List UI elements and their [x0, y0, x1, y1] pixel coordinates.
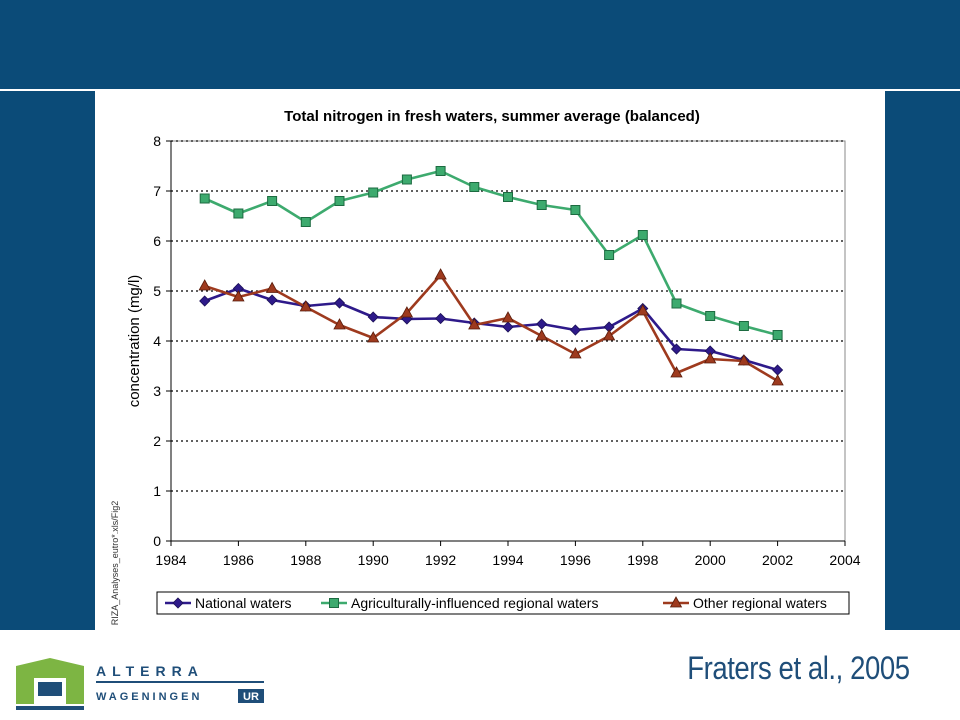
data-point	[333, 297, 346, 309]
data-point	[704, 352, 717, 364]
data-point	[199, 193, 210, 204]
x-tick-label: 1996	[560, 552, 591, 568]
data-point	[535, 329, 548, 341]
series-line-3	[204, 273, 779, 383]
source-note: RIZA_Analyses_eutro*.xls/Fig2	[110, 501, 120, 626]
y-tick-label: 7	[153, 183, 161, 199]
data-point	[233, 208, 244, 219]
data-point	[602, 329, 616, 341]
data-point	[468, 318, 481, 330]
data-point	[333, 318, 346, 330]
data-point	[671, 298, 682, 309]
data-point	[469, 182, 480, 192]
series-line-2	[204, 169, 778, 337]
data-point	[738, 321, 749, 331]
data-point	[502, 321, 514, 333]
x-tick-label: 1998	[627, 552, 658, 568]
legend-label-3: Other regional waters	[693, 595, 827, 611]
x-tick-label: 1984	[155, 552, 186, 568]
data-point	[670, 343, 683, 355]
data-point	[434, 268, 447, 280]
x-tick-label: 1992	[425, 552, 456, 568]
data-point	[367, 311, 379, 323]
data-point	[772, 330, 783, 340]
series-3	[198, 268, 784, 386]
y-axis-label: concentration (mg/l)	[126, 275, 143, 408]
figure-panel: Total nitrogen in fresh waters, summer a…	[95, 91, 885, 630]
legend-label-2: Agriculturally-influenced regional water…	[351, 595, 598, 611]
y-tick-label: 2	[153, 433, 161, 449]
x-tick-label: 1994	[492, 552, 523, 568]
data-point	[199, 295, 211, 307]
y-tick-label: 5	[153, 283, 161, 299]
data-point	[604, 250, 615, 260]
x-tick-label: 2000	[695, 552, 726, 568]
data-point	[536, 318, 548, 330]
legend-marker-3	[669, 596, 683, 608]
x-tick-label: 1990	[358, 552, 389, 568]
data-point	[267, 196, 278, 206]
data-point	[737, 354, 751, 366]
logo-wageningen-text: WAGENINGEN	[96, 691, 202, 703]
data-point	[300, 217, 311, 227]
data-point	[435, 312, 447, 325]
logo-alterra-text: ALTERRA	[96, 663, 204, 679]
y-tick-label: 8	[153, 133, 161, 149]
data-point	[232, 290, 245, 302]
logo-ur-text: UR	[243, 691, 259, 703]
data-point	[503, 192, 513, 202]
chart-title: Total nitrogen in fresh waters, summer a…	[284, 108, 700, 125]
x-tick-label: 1986	[223, 552, 254, 568]
data-point	[569, 324, 581, 336]
x-tick-label: 1988	[290, 552, 321, 568]
header-divider	[0, 89, 960, 91]
data-point	[536, 200, 547, 210]
data-point	[401, 174, 412, 185]
x-tick-label: 2004	[829, 552, 860, 568]
y-tick-label: 3	[153, 383, 161, 399]
series-2	[199, 166, 783, 340]
alterra-wageningen-logo: ALTERRA WAGENINGEN UR	[16, 658, 264, 710]
data-point	[636, 304, 649, 316]
data-point	[265, 281, 279, 293]
data-point	[334, 196, 345, 206]
citation: Fraters et al., 2005	[687, 650, 911, 686]
legend-label-1: National waters	[195, 595, 292, 611]
data-point	[670, 366, 683, 378]
data-point	[266, 294, 278, 306]
logo-rule	[96, 681, 264, 683]
data-point	[501, 311, 515, 323]
x-axis-ticks: 1984 1986 1988 1990 1992 1994 1996 1998 2000 2002…	[155, 540, 861, 568]
y-tick-label: 4	[153, 333, 161, 349]
data-point	[367, 331, 380, 343]
data-point	[435, 166, 446, 176]
data-point	[299, 300, 312, 312]
data-point	[569, 347, 582, 359]
data-point	[400, 306, 414, 318]
data-point	[705, 311, 716, 321]
legend: National waters Agriculturally-influenced…	[156, 591, 850, 615]
x-tick-label: 2002	[762, 552, 793, 568]
logo-emblem	[16, 658, 84, 710]
y-tick-label: 0	[153, 533, 161, 549]
legend-marker-2	[329, 598, 339, 608]
y-axis-ticks: 0 1 2 3 4 5 6 7 8	[153, 133, 172, 549]
legend-marker-1	[172, 597, 184, 609]
logo-ur-box	[238, 689, 264, 703]
data-point	[637, 230, 648, 240]
series-layer	[198, 166, 784, 386]
data-point	[198, 279, 211, 291]
data-point	[771, 374, 784, 386]
line-chart: Total nitrogen in fresh waters, summer a…	[110, 108, 861, 626]
y-tick-label: 6	[153, 233, 161, 249]
y-tick-label: 1	[153, 483, 161, 499]
grid-lines	[171, 140, 845, 492]
data-point	[570, 205, 581, 215]
data-point	[368, 187, 379, 198]
